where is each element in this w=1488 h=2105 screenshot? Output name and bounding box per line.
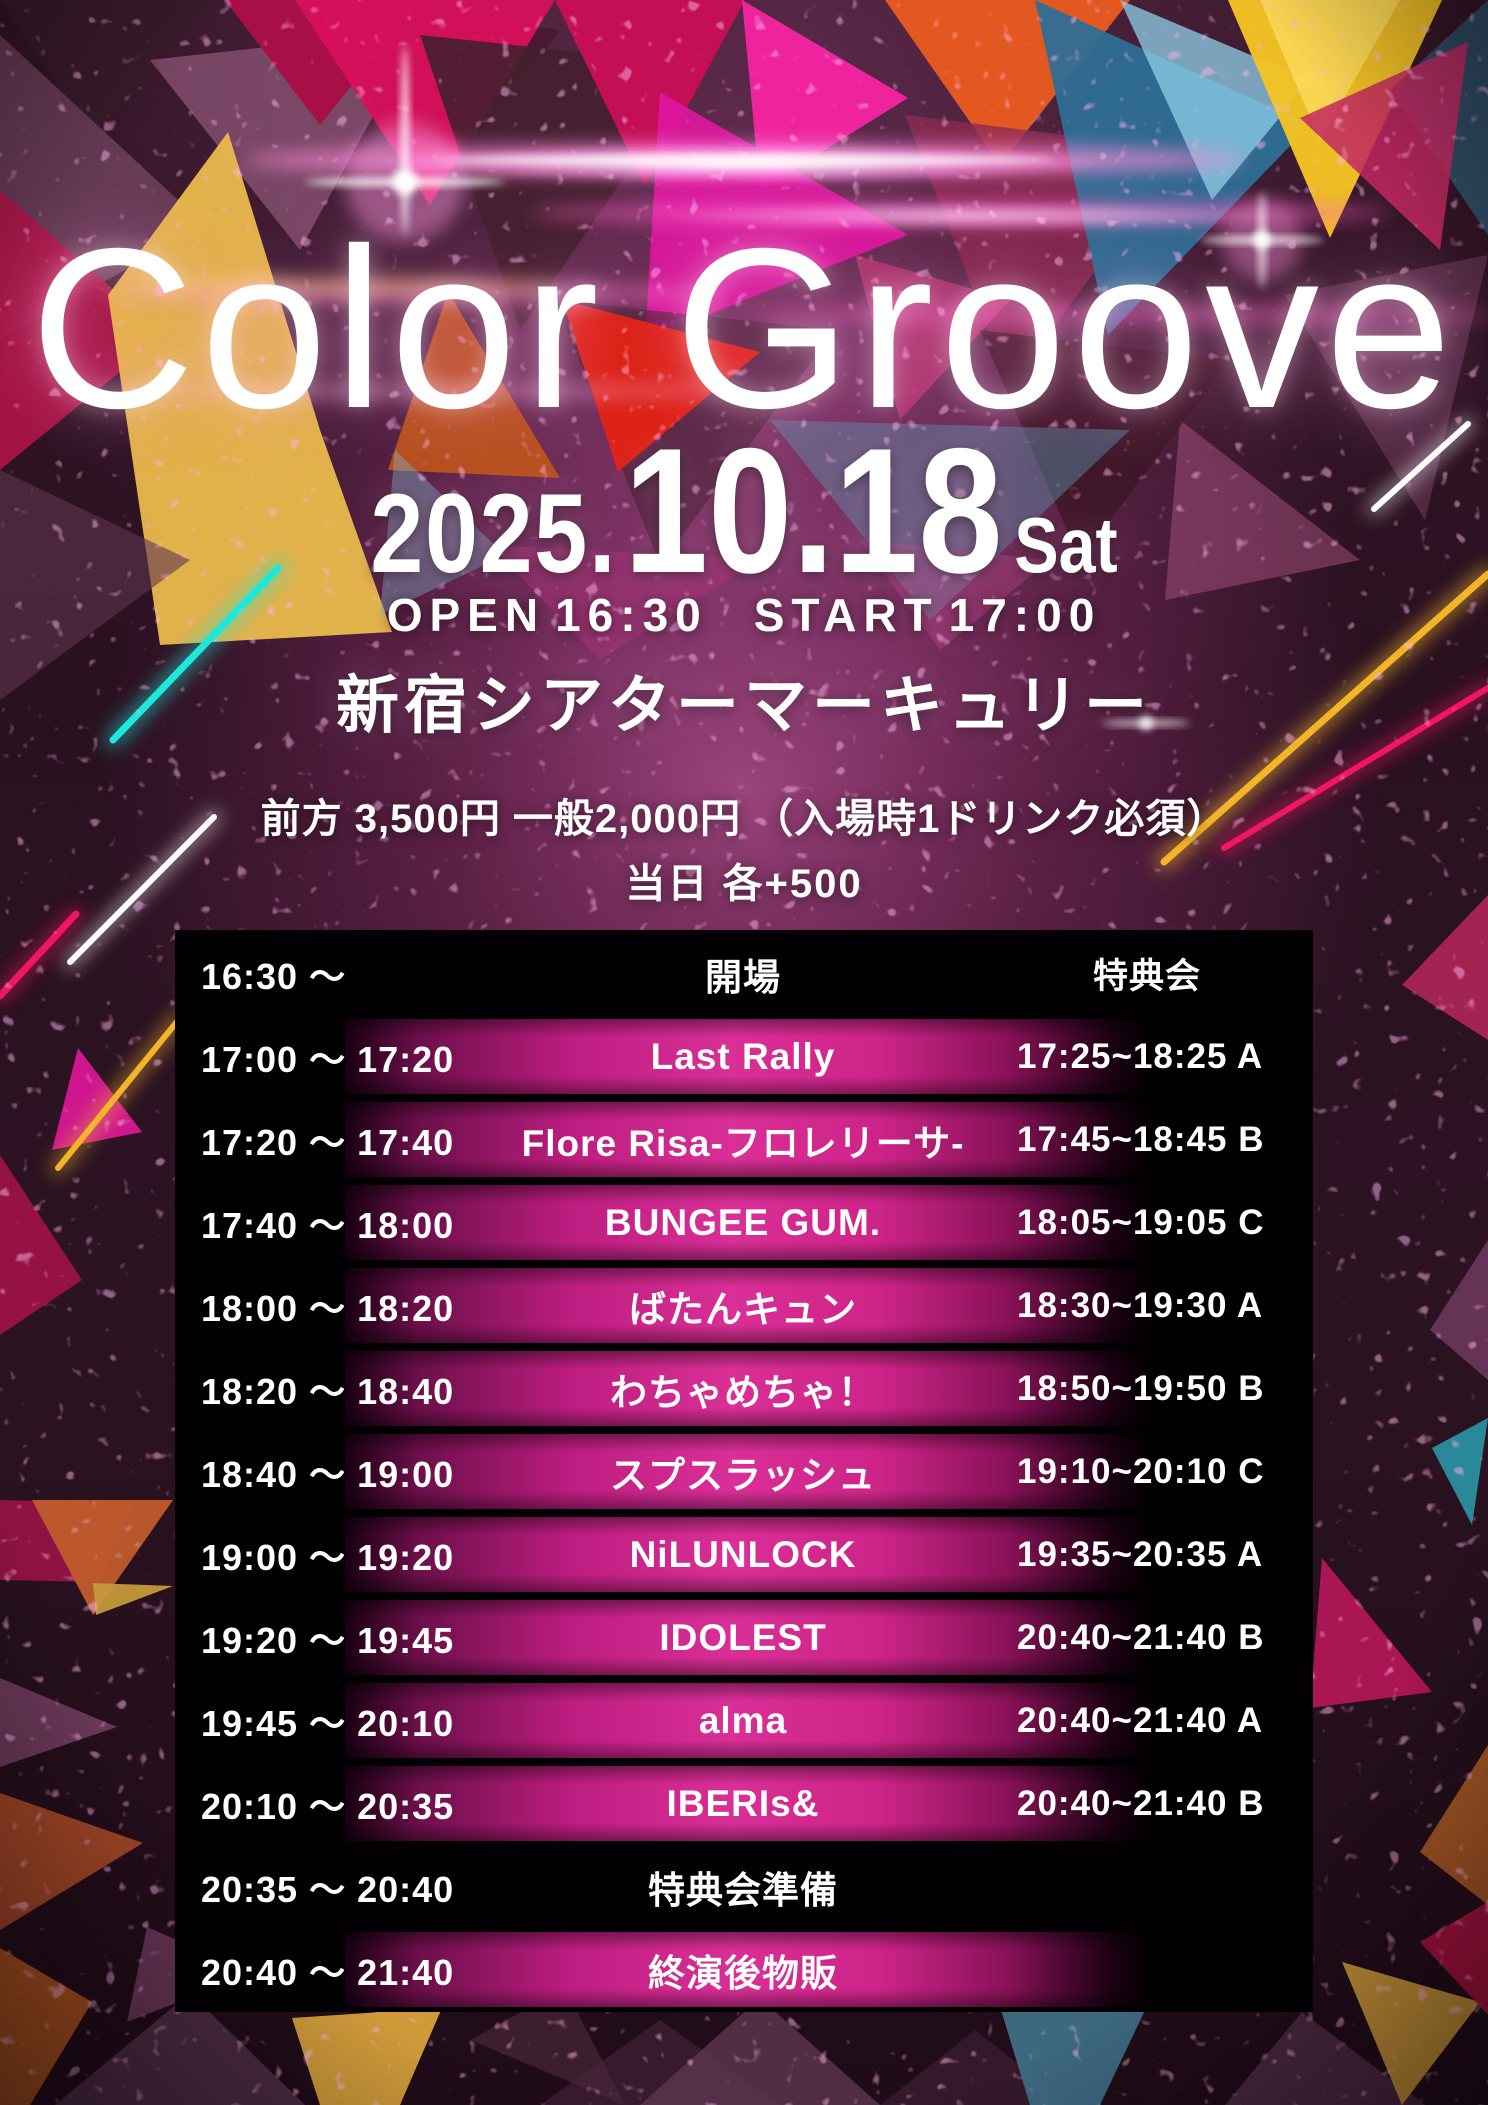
timetable-panel: 16:30 ～ 開場 特典会 17:00 ～ 17:20 Last Rally …	[175, 930, 1313, 2012]
bonus-time: 18:05~19:05 C	[1017, 1202, 1265, 1242]
schedule-row: 20:35 ～ 20:40 特典会準備	[175, 1849, 1313, 1924]
slot-time: 19:00 ～ 19:20	[201, 1536, 455, 1578]
schedule-row: 20:40 ～ 21:40 終演後物販	[175, 1932, 1313, 2007]
artist-name: スプスラッシュ	[610, 1454, 876, 1496]
bonus-time: 18:30~19:30 A	[1017, 1285, 1264, 1325]
slot-time: 20:40 ～ 21:40	[201, 1951, 455, 1993]
artist-name: IDOLEST	[659, 1616, 827, 1658]
artist-name: BUNGEE GUM.	[604, 1201, 882, 1243]
artist-name: 特典会準備	[648, 1869, 838, 1911]
slot-time: 19:45 ～ 20:10	[201, 1702, 455, 1744]
schedule-row: 19:20 ～ 19:45 IDOLEST 20:40~21:40 B	[175, 1600, 1313, 1675]
bonus-time: 20:40~21:40 B	[1017, 1617, 1265, 1657]
schedule-row: 19:45 ～ 20:10 alma 20:40~21:40 A	[175, 1683, 1313, 1758]
schedule-row: 17:40 ～ 18:00 BUNGEE GUM. 18:05~19:05 C	[175, 1185, 1313, 1260]
schedule-row: 18:40 ～ 19:00 スプスラッシュ 19:10~20:10 C	[175, 1434, 1313, 1509]
slot-time: 18:40 ～ 19:00	[201, 1453, 455, 1495]
slot-time: 16:30 ～	[201, 955, 347, 997]
schedule-row: 17:20 ～ 17:40 Flore Risa-フロレリーサ- 17:45~1…	[175, 1102, 1313, 1177]
bonus-time: 特典会	[1092, 957, 1201, 996]
bonus-time: 17:25~18:25 A	[1017, 1036, 1264, 1076]
slot-time: 17:40 ～ 18:00	[201, 1204, 455, 1246]
slot-time: 17:00 ～ 17:20	[201, 1038, 455, 1080]
bonus-time: 19:10~20:10 C	[1017, 1451, 1265, 1491]
schedule-row: 16:30 ～ 開場 特典会	[175, 936, 1313, 1011]
schedule-row: 18:00 ～ 18:20 ばたんキュン 18:30~19:30 A	[175, 1268, 1313, 1343]
timetable-rows: 16:30 ～ 開場 特典会 17:00 ～ 17:20 Last Rally …	[175, 930, 1313, 2012]
slot-time: 20:35 ～ 20:40	[201, 1868, 455, 1910]
bonus-time: 17:45~18:45 B	[1017, 1119, 1265, 1159]
artist-name: IBERIs&	[666, 1782, 820, 1824]
artist-name: わちゃめちゃ！	[610, 1371, 876, 1413]
artist-name: Flore Risa-フロレリーサ-	[521, 1122, 965, 1164]
bonus-time: 20:40~21:40 A	[1017, 1700, 1264, 1740]
artist-name: NiLUNLOCK	[629, 1533, 857, 1575]
slot-time: 20:10 ～ 20:35	[201, 1785, 455, 1827]
artist-name: 終演後物販	[648, 1952, 838, 1994]
artist-name: 開場	[705, 956, 781, 998]
artist-name: Last Rally	[650, 1035, 836, 1077]
bonus-time: 20:40~21:40 B	[1017, 1783, 1265, 1823]
slot-time: 19:20 ～ 19:45	[201, 1619, 455, 1661]
schedule-row: 20:10 ～ 20:35 IBERIs& 20:40~21:40 B	[175, 1766, 1313, 1841]
artist-name: ばたんキュン	[629, 1288, 857, 1330]
artist-name: alma	[698, 1699, 788, 1741]
schedule-row: 18:20 ～ 18:40 わちゃめちゃ！ 18:50~19:50 B	[175, 1351, 1313, 1426]
bonus-time: 19:35~20:35 A	[1017, 1534, 1264, 1574]
schedule-row: 19:00 ～ 19:20 NiLUNLOCK 19:35~20:35 A	[175, 1517, 1313, 1592]
slot-time: 18:00 ～ 18:20	[201, 1287, 455, 1329]
slot-time: 17:20 ～ 17:40	[201, 1121, 455, 1163]
schedule-row: 17:00 ～ 17:20 Last Rally 17:25~18:25 A	[175, 1019, 1313, 1094]
bonus-time: 18:50~19:50 B	[1017, 1368, 1265, 1408]
slot-time: 18:20 ～ 18:40	[201, 1370, 455, 1412]
